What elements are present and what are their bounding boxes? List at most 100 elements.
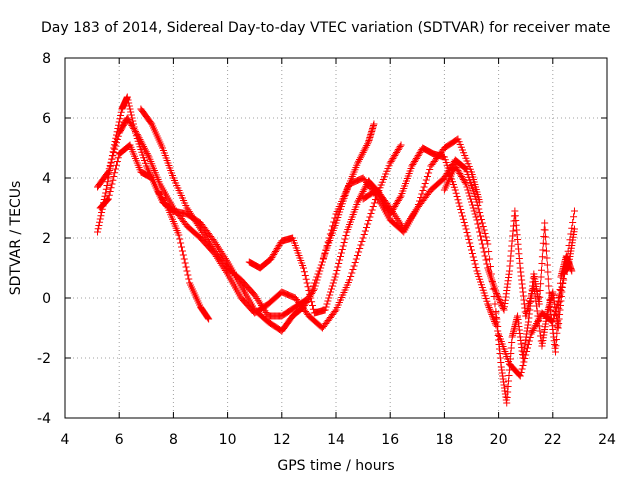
data-point	[465, 189, 473, 197]
data-point	[107, 158, 115, 166]
data-point	[462, 225, 470, 233]
data-point	[321, 250, 329, 258]
data-point	[542, 233, 550, 241]
data-point	[466, 239, 474, 247]
data-point	[469, 253, 477, 261]
data-point	[480, 226, 488, 234]
data-point	[183, 267, 191, 275]
data-point	[103, 169, 111, 177]
data-point	[478, 240, 486, 248]
y-tick-label: 2	[42, 231, 51, 247]
data-point	[322, 303, 330, 311]
data-point	[140, 143, 148, 150]
data-point	[312, 276, 320, 284]
data-point	[333, 267, 341, 274]
data-point	[327, 285, 335, 293]
data-point	[184, 271, 192, 279]
data-point	[492, 288, 500, 296]
data-point	[132, 129, 140, 137]
data-point	[477, 236, 485, 244]
data-point	[126, 119, 134, 126]
data-point	[480, 248, 488, 256]
data-point	[317, 261, 325, 269]
data-point	[393, 147, 401, 155]
data-point	[136, 136, 144, 143]
data-point	[442, 171, 450, 179]
data-point	[322, 246, 330, 254]
data-point	[360, 231, 368, 238]
data-point	[453, 165, 461, 173]
data-point	[306, 290, 314, 298]
data-point	[413, 153, 421, 161]
data-point	[340, 239, 348, 246]
data-point	[131, 128, 139, 135]
data-point	[143, 150, 151, 157]
data-point	[321, 306, 329, 314]
data-point	[364, 220, 372, 228]
data-point	[451, 186, 459, 194]
data-point	[125, 142, 133, 150]
data-point	[452, 189, 460, 197]
data-point	[370, 199, 378, 207]
data-point	[458, 173, 466, 180]
data-point	[175, 231, 183, 239]
data-point	[314, 270, 322, 278]
data-point	[481, 230, 489, 237]
data-point	[141, 146, 149, 154]
grid-lines	[65, 58, 607, 418]
data-point	[463, 229, 471, 236]
data-point	[348, 269, 356, 277]
data-point	[355, 156, 363, 163]
data-point	[395, 195, 403, 203]
data-point	[419, 187, 427, 194]
data-point	[369, 203, 377, 210]
data-point	[365, 217, 373, 224]
data-point	[362, 224, 370, 231]
data-point	[337, 249, 345, 257]
data-point	[529, 327, 537, 334]
data-point	[354, 198, 362, 206]
data-point	[493, 290, 501, 297]
data-point	[546, 296, 554, 304]
data-point	[353, 252, 361, 259]
data-point	[325, 234, 333, 242]
data-point	[137, 137, 145, 145]
data-point	[394, 146, 402, 153]
data-point	[460, 177, 468, 185]
data-point	[469, 204, 477, 212]
data-point	[556, 279, 564, 287]
data-point	[392, 150, 400, 158]
data-point	[106, 188, 114, 195]
data-point	[494, 293, 502, 300]
data-point	[140, 144, 148, 152]
data-point	[326, 230, 334, 238]
data-point	[458, 212, 466, 220]
data-point	[329, 279, 337, 287]
data-point	[126, 105, 134, 113]
data-point	[476, 228, 484, 236]
data-point	[536, 287, 544, 294]
data-point	[95, 222, 103, 229]
data-point	[130, 125, 138, 132]
data-point	[530, 325, 538, 333]
data-point	[483, 260, 491, 268]
data-point	[111, 169, 119, 177]
data-point	[393, 149, 401, 156]
data-point	[342, 232, 350, 239]
data-point	[460, 164, 468, 171]
data-point	[479, 223, 487, 230]
data-point	[323, 242, 331, 250]
data-point	[270, 251, 278, 258]
data-point	[185, 275, 193, 283]
data-point	[387, 158, 395, 165]
data-point	[499, 305, 507, 312]
data-point	[409, 161, 417, 168]
data-point	[456, 170, 464, 177]
data-point	[105, 165, 113, 173]
data-point	[274, 243, 282, 251]
data-point	[360, 147, 368, 155]
x-tick-label: 4	[61, 432, 70, 448]
data-point	[131, 126, 139, 134]
data-point	[359, 149, 367, 156]
data-point	[138, 139, 146, 147]
